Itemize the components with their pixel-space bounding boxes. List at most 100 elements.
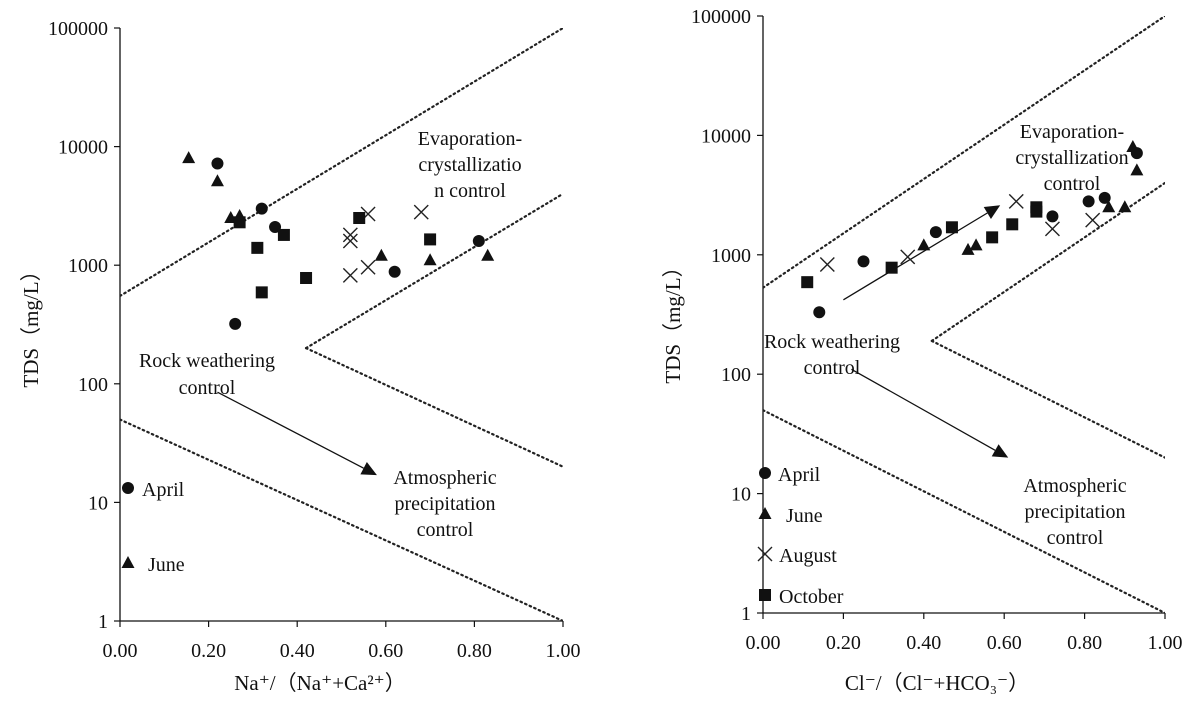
annotation-atmo: control — [1047, 527, 1104, 549]
y-tick-label: 10000 — [701, 125, 751, 147]
data-point-triangle — [1126, 139, 1140, 152]
data-point-square — [945, 221, 958, 234]
series-august — [342, 204, 429, 283]
annotation-evap: control — [1044, 173, 1101, 195]
data-point-x — [342, 227, 358, 243]
arrow-line — [851, 368, 996, 451]
arrow-head — [360, 461, 377, 476]
legend-label: October — [779, 586, 844, 608]
x-tick-label: 0.40 — [906, 632, 941, 654]
data-point-square — [277, 228, 290, 241]
data-point-x — [413, 204, 429, 220]
data-point-square — [251, 241, 264, 254]
annotation-atmo: Atmospheric — [393, 467, 496, 489]
data-point-triangle — [1118, 200, 1132, 213]
legend-label: August — [779, 545, 837, 567]
boundary-line — [930, 339, 1165, 459]
legend-marker-triangle — [758, 507, 772, 519]
legend-label: June — [786, 505, 823, 527]
y-axis-label: TDS（mg/L） — [19, 260, 43, 387]
y-tick-label: 1 — [98, 611, 108, 633]
x-tick-label: 0.80 — [457, 640, 492, 662]
legend-label: June — [148, 554, 185, 576]
data-point-triangle — [1130, 163, 1144, 176]
boundary-line — [304, 192, 563, 350]
arrow-head — [991, 444, 1009, 458]
y-tick-label: 1000 — [68, 255, 108, 277]
annotation-atmo: precipitation — [1024, 501, 1125, 523]
data-point-triangle — [481, 248, 495, 261]
data-point-x — [1085, 212, 1101, 228]
data-point-triangle — [917, 238, 931, 251]
data-point-circle — [211, 157, 224, 170]
legend-label: April — [778, 464, 821, 486]
x-tick-label: 0.20 — [826, 632, 861, 654]
y-axis-label: TDS（mg/L） — [661, 256, 685, 383]
data-point-square — [424, 233, 437, 246]
series-august — [819, 193, 1101, 272]
boundary-line — [120, 28, 563, 298]
boundary-line — [304, 346, 563, 468]
data-point-triangle — [374, 248, 388, 261]
data-point-circle — [1046, 210, 1059, 223]
y-tick-label: 100 — [721, 364, 751, 386]
annotation-evap: n control — [434, 180, 506, 202]
annotation-evap: crystallization — [1015, 147, 1128, 169]
data-point-x — [1044, 221, 1060, 237]
x-tick-label: 0.60 — [368, 640, 403, 662]
data-point-square — [255, 286, 268, 299]
y-tick-label: 1000 — [711, 245, 751, 267]
data-point-circle — [929, 226, 942, 239]
boundary-line — [120, 418, 563, 621]
data-point-circle — [255, 202, 268, 215]
data-point-circle — [1082, 195, 1095, 208]
y-tick-label: 1 — [741, 603, 751, 625]
legend-marker-circle — [759, 467, 771, 479]
data-point-x — [342, 233, 358, 249]
data-point-triangle — [961, 242, 975, 255]
arrow-head — [983, 205, 1001, 219]
x-tick-label: 0.40 — [280, 640, 315, 662]
data-point-square — [801, 276, 814, 289]
y-tick-label: 100 — [78, 374, 108, 396]
arrow-line — [217, 391, 364, 469]
annotation-rock: Rock weathering — [764, 331, 900, 353]
y-tick-label: 100000 — [48, 18, 108, 40]
chart-panel-left: 1 10 100 1000 10000 100000 0.00 0.20 0.40 0.60 0.8… — [19, 18, 581, 695]
boundary-line — [763, 409, 1165, 613]
data-point-square — [1006, 218, 1019, 231]
series-october — [801, 201, 1043, 289]
x-tick-label: 0.00 — [746, 632, 781, 654]
data-point-circle — [813, 306, 826, 319]
y-tick-label: 10 — [88, 492, 108, 514]
legend-marker-triangle — [121, 556, 135, 568]
data-point-x — [342, 267, 358, 283]
data-point-square — [986, 231, 999, 244]
annotation-atmo: precipitation — [394, 493, 495, 515]
y-tick-label: 10000 — [58, 137, 108, 159]
data-point-x — [360, 259, 376, 275]
legend: April June August October — [757, 464, 844, 608]
data-point-x — [1008, 193, 1024, 209]
arrow-line — [843, 212, 988, 301]
data-point-triangle — [182, 151, 196, 164]
data-point-circle — [229, 317, 242, 330]
x-tick-label: 0.00 — [103, 640, 138, 662]
data-point-x — [819, 256, 835, 272]
annotation-rock: Rock weathering — [139, 350, 275, 372]
x-tick-label: 0.20 — [191, 640, 226, 662]
annotation-rock: control — [179, 377, 236, 399]
data-point-circle — [388, 265, 401, 278]
x-axis-label: Na⁺/（Na⁺+Ca²⁺） — [234, 671, 406, 695]
y-tick-label: 10 — [731, 484, 751, 506]
data-point-circle — [857, 255, 870, 268]
data-point-circle — [472, 234, 485, 247]
x-tick-label: 0.80 — [1067, 632, 1102, 654]
annotation-atmo: Atmospheric — [1023, 475, 1126, 497]
series-june — [182, 151, 495, 266]
data-point-square — [300, 271, 313, 284]
annotation-atmo: control — [417, 519, 474, 541]
chart-panel-right: 1 10 100 1000 10000 100000 0.00 0.20 0.40 0.60 0.8… — [661, 6, 1183, 695]
data-point-square — [233, 216, 246, 229]
data-point-circle — [1098, 191, 1111, 204]
